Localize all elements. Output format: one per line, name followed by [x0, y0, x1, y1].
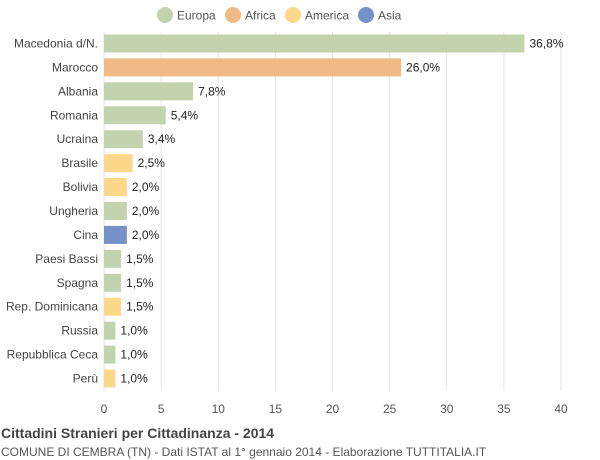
- x-tick-label: 40: [554, 402, 568, 416]
- category-label: Romania: [50, 108, 98, 122]
- category-label: Cina: [73, 228, 98, 242]
- value-label: 1,5%: [126, 252, 154, 266]
- x-tick-label: 35: [497, 402, 511, 416]
- bar-chart: Europa Africa America Asia Macedonia d/N.Ma…: [6, 7, 568, 416]
- value-label: 7,8%: [198, 84, 226, 98]
- chart-subtitle: COMUNE DI CEMBRA (TN) - Dati ISTAT al 1°…: [1, 445, 487, 459]
- value-label: 36,8%: [529, 37, 563, 51]
- value-label: 26,0%: [406, 60, 440, 74]
- bar: [104, 58, 402, 77]
- category-label: Marocco: [52, 60, 98, 74]
- value-label: 3,4%: [148, 132, 176, 146]
- bar: [104, 130, 143, 149]
- category-label: Ucraina: [57, 132, 99, 146]
- category-label: Albania: [58, 84, 98, 98]
- bar: [104, 345, 116, 364]
- legend-label-asia: Asia: [378, 9, 402, 23]
- legend-marker-europa: [157, 7, 173, 23]
- x-tick-label: 10: [212, 402, 226, 416]
- bar: [104, 249, 122, 268]
- bar: [104, 82, 194, 101]
- value-label: 1,0%: [120, 348, 148, 362]
- x-tick-label: 20: [326, 402, 340, 416]
- legend-label-america: America: [305, 9, 349, 23]
- category-label: Brasile: [61, 156, 98, 170]
- legend: Europa Africa America Asia: [157, 7, 402, 23]
- value-label: 2,0%: [132, 228, 160, 242]
- legend-marker-asia: [358, 7, 374, 23]
- category-labels: Macedonia d/N. Marocco Albania Romania Ucrai…: [6, 37, 98, 386]
- value-labels: 36,8% 26,0% 7,8% 5,4% 3,4% 2,5% 2,0% 2,0% 2,0% 1,…: [120, 37, 563, 386]
- value-label: 2,0%: [132, 180, 160, 194]
- bar: [104, 273, 122, 292]
- value-label: 1,0%: [120, 372, 148, 386]
- value-label: 1,5%: [126, 276, 154, 290]
- x-tick-label: 25: [383, 402, 397, 416]
- bar: [104, 202, 127, 221]
- category-label: Spagna: [57, 276, 99, 290]
- bar: [104, 297, 122, 316]
- x-tick-label: 15: [269, 402, 283, 416]
- category-label: Perù: [73, 372, 98, 386]
- value-label: 1,0%: [120, 324, 148, 338]
- value-label: 1,5%: [126, 300, 154, 314]
- value-label: 2,0%: [132, 204, 160, 218]
- category-label: Repubblica Ceca: [7, 348, 99, 362]
- bar: [104, 369, 116, 388]
- legend-marker-africa: [225, 7, 241, 23]
- x-tick-label: 5: [158, 402, 165, 416]
- x-axis-ticks: 0 5 10 15 20 25 30 35 40: [101, 402, 568, 416]
- legend-label-europa: Europa: [177, 9, 216, 23]
- bar: [104, 321, 116, 340]
- bar: [104, 106, 166, 125]
- category-label: Macedonia d/N.: [14, 37, 98, 51]
- x-tick-label: 30: [440, 402, 454, 416]
- x-tick-label: 0: [101, 402, 108, 416]
- category-label: Bolivia: [63, 180, 99, 194]
- bar: [104, 34, 525, 53]
- legend-marker-america: [285, 7, 301, 23]
- category-label: Ungheria: [49, 204, 98, 218]
- chart-title: Cittadini Stranieri per Cittadinanza - 2…: [1, 425, 275, 441]
- category-label: Rep. Dominicana: [6, 300, 98, 314]
- value-label: 2,5%: [138, 156, 166, 170]
- legend-label-africa: Africa: [245, 9, 276, 23]
- bar: [104, 225, 127, 244]
- value-label: 5,4%: [171, 108, 199, 122]
- category-label: Russia: [61, 324, 98, 338]
- category-label: Paesi Bassi: [35, 252, 98, 266]
- bar: [104, 178, 127, 197]
- bar: [104, 154, 133, 173]
- bars: [104, 34, 525, 388]
